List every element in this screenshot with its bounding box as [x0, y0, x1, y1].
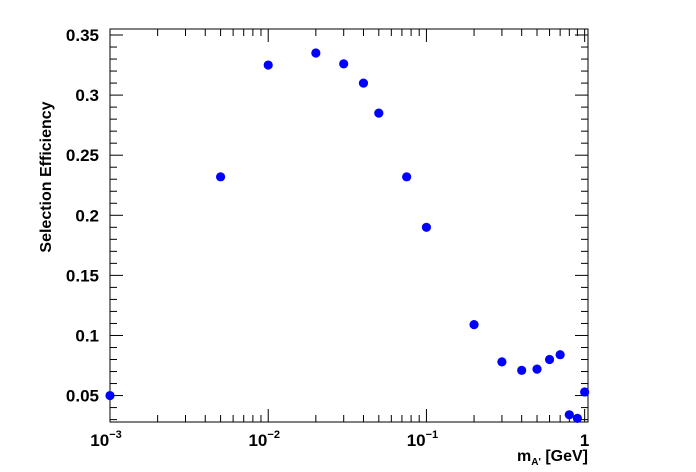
y-axis-ticks — [110, 34, 588, 421]
data-point — [572, 413, 583, 423]
y-tick-label: 0.2 — [75, 206, 99, 225]
y-tick-label: 0.25 — [66, 146, 99, 165]
x-axis-title-unit: [GeV] — [541, 448, 588, 465]
data-point — [564, 410, 574, 420]
data-point — [517, 365, 527, 375]
x-axis-title-sub: A' — [531, 457, 541, 468]
y-tick-label: 0.35 — [66, 26, 99, 45]
data-point — [311, 48, 321, 58]
plot-frame — [109, 28, 589, 423]
x-axis-title: mA' [GeV] — [517, 448, 588, 468]
data-point — [215, 172, 226, 182]
x-tick-label-base: 10 — [248, 431, 267, 450]
data-point — [421, 222, 432, 232]
x-axis-tick-labels: 10−3 10−2 10−1 1 — [90, 429, 589, 450]
x-tick-label: 1 — [580, 431, 589, 450]
data-point — [497, 357, 507, 367]
x-tick-label-exponent: −1 — [426, 429, 439, 441]
x-tick-label-base: 10 — [407, 431, 426, 450]
data-point — [580, 387, 590, 397]
x-axis-title-main: m — [517, 448, 531, 465]
data-point — [532, 364, 542, 374]
x-axis-ticks — [109, 29, 586, 422]
data-point — [374, 108, 384, 118]
y-axis-title: Selection Efficiency — [38, 101, 55, 252]
data-point — [402, 172, 412, 182]
data-point — [555, 350, 565, 360]
x-tick-label-exponent: −3 — [109, 429, 122, 441]
x-tick-label: 10−2 — [248, 429, 279, 450]
data-point — [263, 60, 273, 70]
x-tick-label: 10−3 — [90, 429, 121, 450]
x-tick-label: 10−1 — [407, 429, 438, 450]
y-tick-label: 0.15 — [66, 266, 99, 285]
x-tick-label-base: 1 — [580, 431, 589, 450]
y-tick-label: 0.05 — [66, 387, 99, 406]
x-tick-label-base: 10 — [90, 431, 109, 450]
data-point — [544, 354, 555, 365]
y-axis-tick-labels: 0.05 0.1 0.15 0.2 0.25 0.3 0.35 — [66, 26, 99, 406]
data-point — [339, 59, 349, 69]
data-point — [469, 320, 479, 330]
data-point — [105, 390, 115, 401]
data-point — [358, 78, 369, 88]
data-points — [105, 48, 590, 423]
y-tick-label: 0.1 — [75, 326, 99, 345]
x-tick-label-exponent: −2 — [267, 429, 280, 441]
y-tick-label: 0.3 — [75, 86, 99, 105]
